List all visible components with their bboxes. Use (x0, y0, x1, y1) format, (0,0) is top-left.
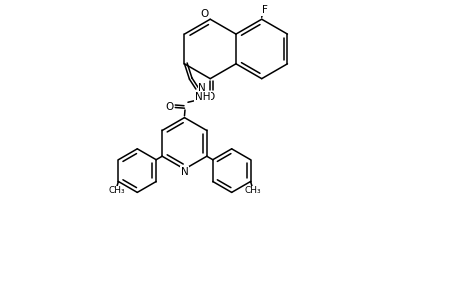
Text: N: N (180, 167, 188, 177)
Text: O: O (200, 9, 208, 19)
Text: CH₃: CH₃ (244, 186, 260, 195)
Text: F: F (261, 5, 267, 15)
Text: N: N (198, 83, 206, 93)
Text: O: O (165, 101, 173, 112)
Text: NH: NH (194, 92, 210, 102)
Text: O: O (206, 92, 214, 102)
Text: CH₃: CH₃ (108, 186, 124, 195)
